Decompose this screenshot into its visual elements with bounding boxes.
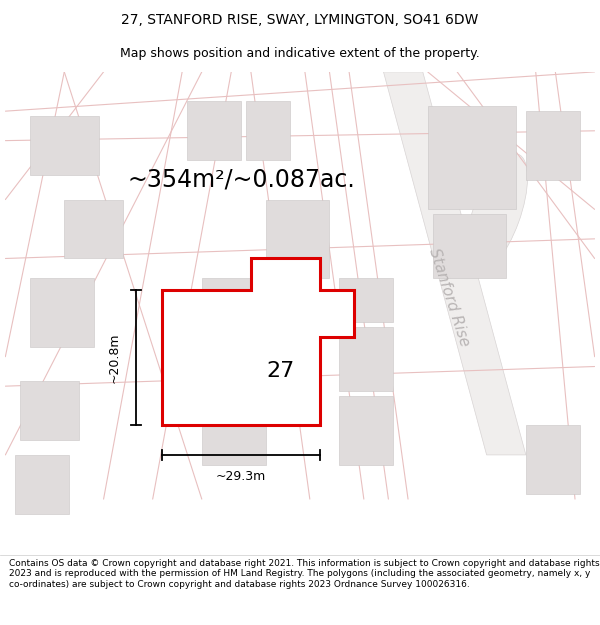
Text: Map shows position and indicative extent of the property.: Map shows position and indicative extent… xyxy=(120,48,480,61)
Text: ~20.8m: ~20.8m xyxy=(108,332,121,383)
Text: ~29.3m: ~29.3m xyxy=(216,470,266,483)
Polygon shape xyxy=(202,337,266,396)
Polygon shape xyxy=(15,455,69,514)
Polygon shape xyxy=(383,72,526,455)
Polygon shape xyxy=(339,396,394,465)
Text: Contains OS data © Crown copyright and database right 2021. This information is : Contains OS data © Crown copyright and d… xyxy=(9,559,599,589)
Polygon shape xyxy=(339,328,394,391)
Polygon shape xyxy=(163,259,354,426)
Polygon shape xyxy=(30,278,94,347)
Ellipse shape xyxy=(466,154,527,275)
Text: 27: 27 xyxy=(266,361,295,381)
Polygon shape xyxy=(526,426,580,494)
Polygon shape xyxy=(20,381,79,440)
Polygon shape xyxy=(30,116,98,175)
Polygon shape xyxy=(64,199,123,259)
Text: Stanford Rise: Stanford Rise xyxy=(427,247,472,349)
Polygon shape xyxy=(202,401,266,465)
Polygon shape xyxy=(266,199,329,278)
Polygon shape xyxy=(246,101,290,160)
Text: ~354m²/~0.087ac.: ~354m²/~0.087ac. xyxy=(127,168,355,192)
Polygon shape xyxy=(428,106,516,209)
Polygon shape xyxy=(339,278,394,322)
Polygon shape xyxy=(526,111,580,180)
Text: 27, STANFORD RISE, SWAY, LYMINGTON, SO41 6DW: 27, STANFORD RISE, SWAY, LYMINGTON, SO41… xyxy=(121,13,479,27)
Polygon shape xyxy=(187,101,241,160)
Polygon shape xyxy=(202,278,266,332)
Polygon shape xyxy=(433,214,506,278)
